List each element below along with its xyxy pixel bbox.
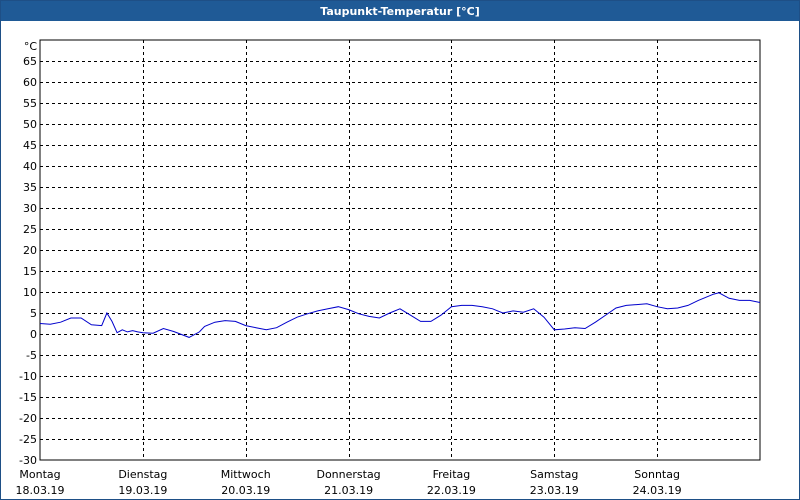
- x-date-label: 21.03.19: [324, 484, 373, 497]
- x-day-name-label: Mittwoch: [221, 468, 271, 481]
- x-date-label: 19.03.19: [118, 484, 167, 497]
- y-tick-label: 5: [30, 307, 37, 320]
- chart-title: Taupunkt-Temperatur [°C]: [1, 1, 799, 21]
- y-tick-label: 60: [23, 76, 37, 89]
- y-tick-label: 30: [23, 202, 37, 215]
- x-day-name-label: Samstag: [530, 468, 578, 481]
- x-day-name-label: Sonntag: [634, 468, 680, 481]
- y-tick-label: -5: [26, 349, 37, 362]
- y-tick-label: 35: [23, 181, 37, 194]
- dewpoint-series-line: [39, 292, 761, 338]
- y-tick-label: 65: [23, 55, 37, 68]
- y-tick-label: -10: [19, 370, 37, 383]
- axis-labels: 65605550454035302520151050-5-10-15-20-25…: [16, 40, 682, 497]
- y-tick-label: 50: [23, 118, 37, 131]
- x-day-name-label: Dienstag: [118, 468, 167, 481]
- x-day-name-label: Donnerstag: [316, 468, 380, 481]
- y-tick-label: 25: [23, 223, 37, 236]
- x-day-name-label: Freitag: [433, 468, 471, 481]
- y-tick-label: 0: [30, 328, 37, 341]
- x-date-label: 18.03.19: [16, 484, 65, 497]
- y-tick-label: 55: [23, 97, 37, 110]
- plot-area: [39, 39, 761, 461]
- x-date-label: 24.03.19: [633, 484, 682, 497]
- y-tick-label: -20: [19, 412, 37, 425]
- y-tick-label: -15: [19, 391, 37, 404]
- y-tick-label: -25: [19, 433, 37, 446]
- y-tick-label: 15: [23, 265, 37, 278]
- y-tick-label: 20: [23, 244, 37, 257]
- y-unit-label: °C: [24, 40, 38, 53]
- y-tick-label: -30: [19, 454, 37, 467]
- y-tick-label: 45: [23, 139, 37, 152]
- x-day-name-label: Montag: [19, 468, 60, 481]
- y-tick-label: 40: [23, 160, 37, 173]
- grid: [40, 40, 760, 460]
- x-date-label: 23.03.19: [530, 484, 579, 497]
- x-date-label: 20.03.19: [221, 484, 270, 497]
- x-date-label: 22.03.19: [427, 484, 476, 497]
- y-tick-label: 10: [23, 286, 37, 299]
